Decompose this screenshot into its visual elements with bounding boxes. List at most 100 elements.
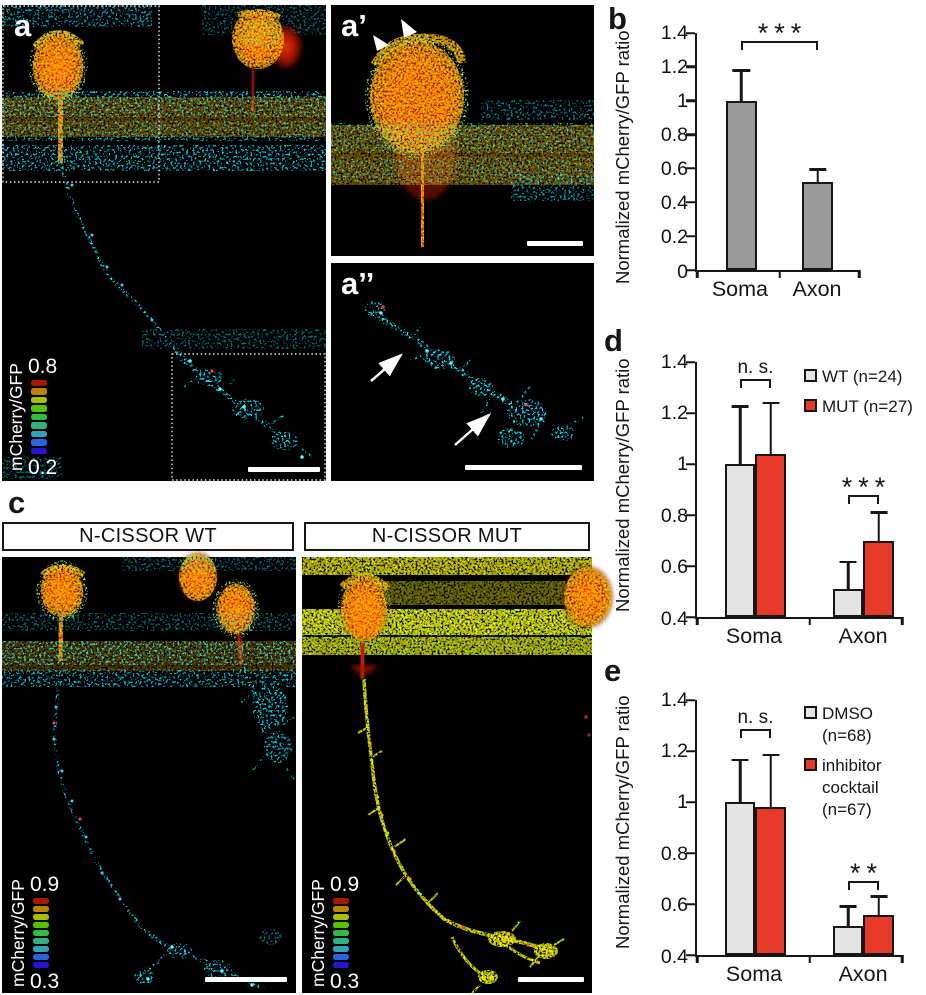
y-tick-mark	[686, 902, 695, 906]
colorbar-wt: mCherry/GFP 0.9 0.3	[8, 874, 59, 992]
y-tick-label: 1.2	[660, 739, 688, 762]
y-tick-label: 0.6	[660, 555, 688, 578]
x-category-soma: Soma	[711, 277, 769, 301]
colorbar-mut: mCherry/GFP 0.9 0.3	[308, 874, 359, 992]
bar-axon	[863, 915, 895, 955]
error-bar	[877, 897, 881, 916]
colorbar-lut	[333, 898, 349, 968]
y-tick-label: 1.2	[660, 55, 688, 78]
significance-bracket	[741, 40, 818, 50]
significance-label: n. s.	[737, 707, 774, 729]
error-bar	[877, 513, 881, 541]
colorbar-label: mCherry/GFP	[6, 363, 26, 471]
y-tick-mark	[686, 234, 695, 238]
error-bar-cap	[870, 511, 888, 514]
colorbar-max: 0.9	[30, 873, 60, 896]
legend-marker	[804, 706, 817, 719]
bar-axon	[832, 588, 864, 617]
y-tick-mark	[686, 749, 695, 753]
colorbar-segment	[31, 413, 47, 421]
chart-soma-vs-axon: Normalized mCherry/GFP ratio 0 0.2 0.4 0.6 0…	[600, 0, 926, 315]
y-tick-label: 0.8	[660, 842, 688, 865]
legend-label: WT (n=24)	[822, 367, 903, 386]
chart-legend: DMSO (n=68) inhibitor cocktail (n=67)	[804, 703, 926, 821]
y-axis-label: Normalized mCherry/GFP ratio	[612, 30, 633, 285]
bar-soma	[724, 464, 756, 617]
colorbar-max: 0.8	[28, 355, 58, 378]
y-tick-label: 1.4	[660, 688, 688, 711]
bar-soma	[755, 453, 787, 617]
y-axis-ticks: 0 0.2 0.4 0.6 0.8 1 1.2 1.4	[648, 23, 688, 281]
y-tick-label: 0.6	[660, 893, 688, 916]
colorbar-segment	[31, 388, 47, 395]
y-tick-label: 0.8	[660, 123, 688, 146]
plot-area: ***	[686, 19, 861, 278]
error-bar-cap	[839, 560, 857, 564]
colorbar-lut	[33, 898, 49, 968]
colorbar-segment	[33, 954, 49, 960]
significance-bracket	[848, 494, 879, 504]
chart-wt-vs-mut: Normalized mCherry/GFP ratio 0.4 0.6 0.8 1 1…	[600, 320, 926, 650]
error-bar-cap	[732, 69, 751, 72]
error-bar-cap	[762, 753, 780, 757]
y-tick-mark	[686, 615, 695, 619]
y-tick-mark	[686, 201, 695, 204]
legend-marker	[804, 758, 817, 772]
y-tick-label: 0.4	[660, 945, 688, 968]
colorbar-segment	[33, 930, 49, 936]
colorbar-segment	[33, 946, 49, 952]
x-category-axon: Axon	[838, 624, 888, 648]
panel-label-a-double-prime: a’’	[341, 266, 375, 301]
error-bar	[740, 71, 743, 101]
chart-legend: WT (n=24) MUT (n=27)	[804, 366, 913, 418]
panel-label-a: a	[14, 8, 32, 43]
legend-label: DMSO (n=68)	[822, 704, 873, 746]
colorbar-segment	[31, 405, 47, 412]
x-tick-mark	[778, 270, 781, 278]
panel-label-e: e	[604, 653, 622, 688]
y-tick-mark	[686, 513, 695, 517]
colorbar-min: 0.3	[30, 970, 60, 993]
legend-item: WT (n=24)	[804, 366, 913, 388]
legend-item: inhibitor cocktail (n=67)	[804, 755, 926, 821]
error-bar	[738, 761, 742, 802]
colorbar-segment	[31, 430, 47, 438]
inset-outline-a-prime	[2, 5, 160, 183]
error-bar-cap	[870, 895, 888, 898]
colorbar-segment	[333, 954, 349, 960]
colorbar-segment	[333, 906, 349, 912]
colorbar-segment	[333, 962, 349, 968]
y-tick-mark	[686, 953, 695, 957]
colorbar-lut	[31, 380, 47, 455]
error-bar-cap	[808, 168, 827, 171]
arrowhead-annotation	[373, 35, 389, 51]
bar-soma	[755, 807, 787, 955]
micrograph-a	[2, 5, 326, 481]
micrograph-a-double-prime	[331, 263, 594, 481]
x-tick-mark	[808, 955, 811, 963]
y-axis-ticks: 0.4 0.6 0.8 1 1.2 1.4	[648, 352, 688, 628]
y-tick-mark	[686, 800, 695, 804]
error-bar	[846, 907, 850, 926]
colorbar-segment	[333, 938, 349, 944]
x-category-axon: Axon	[838, 962, 888, 986]
colorbar-label: mCherry/GFP	[8, 879, 28, 987]
panel-label-b: b	[608, 1, 627, 36]
plot-area: n. s. **	[686, 698, 904, 963]
error-bar-cap	[731, 405, 749, 408]
y-tick-mark	[686, 99, 695, 102]
y-tick-label: 0	[677, 260, 688, 283]
condition-header-wt: N-CISSOR WT	[2, 522, 294, 551]
micrograph-a-prime	[331, 5, 594, 256]
colorbar-segment	[333, 914, 349, 920]
y-tick-label: 0.4	[660, 607, 688, 630]
y-tick-label: 1.2	[660, 401, 688, 424]
x-category-soma: Soma	[725, 624, 783, 648]
y-tick-mark	[686, 268, 695, 272]
x-tick-mark	[695, 617, 699, 625]
y-tick-mark	[686, 462, 695, 466]
colorbar-segment	[33, 898, 49, 904]
colorbar-min: 0.2	[28, 456, 58, 479]
error-bar-cap	[731, 758, 749, 762]
